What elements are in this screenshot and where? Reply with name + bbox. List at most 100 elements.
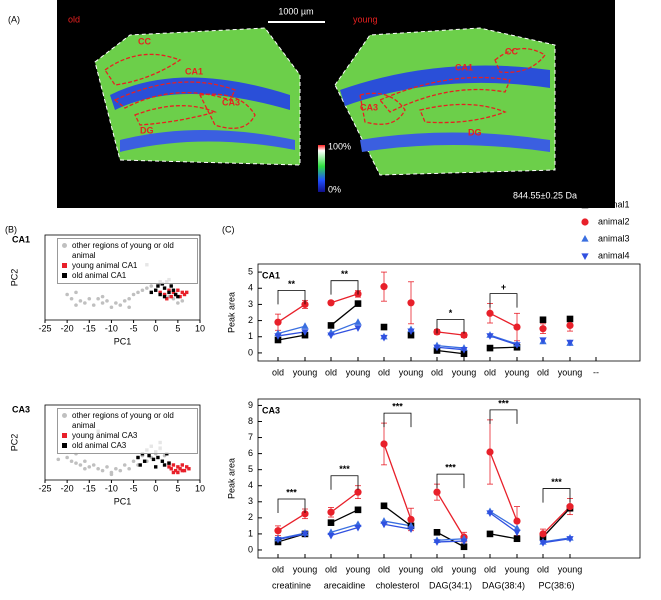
point [131,292,136,297]
bracket [436,473,465,489]
chart-title: CA3 [12,404,30,414]
point [169,294,173,299]
point [83,466,87,471]
point [327,508,335,516]
point [327,299,335,307]
point [74,290,78,295]
point [566,315,574,323]
plot-frame [44,234,201,321]
legend-marker [62,433,67,438]
y-tick-label: 9 [248,400,253,410]
point [149,284,154,288]
chart-title: CA1 [12,234,30,244]
region-label: DG [468,127,482,137]
connector [330,327,359,336]
point [74,303,78,307]
connector [383,523,412,530]
point [566,536,574,543]
legend-entry: young animal CA1 [61,261,194,271]
tissue-old [94,27,301,166]
point [169,467,173,471]
point [187,467,191,471]
point [122,299,127,303]
x-tick-label: -- [593,367,599,377]
point [486,530,494,538]
point [118,468,123,473]
point [96,466,100,471]
x-tick-label: old [484,367,496,377]
point [327,532,335,540]
point [109,472,114,477]
point [100,468,105,473]
point [151,457,156,462]
point [566,339,574,347]
point [162,286,167,290]
point [182,292,187,297]
legend-marker [581,218,589,226]
point [486,448,494,456]
panel-label: (A) [8,14,20,24]
point [513,342,521,349]
point [171,290,176,295]
point [78,463,83,467]
x-tick-label: 5 [175,483,180,493]
x-tick-label: -25 [38,483,51,493]
point [154,288,158,292]
connector [489,312,518,328]
y-tick-label: 2 [248,315,253,325]
connector [489,451,518,522]
x-tick-label: 5 [175,323,180,333]
connector [277,334,306,341]
tissue-band [360,132,550,152]
point [274,336,282,344]
plot-frame [257,263,641,362]
colorbar-min: 0% [328,184,341,194]
legend-entry: other regions of young or old animal [61,411,194,431]
point [176,301,180,305]
x-tick-label: young [293,564,318,574]
image-title: old [68,14,80,24]
point [539,530,547,538]
bracket [542,488,571,503]
bracket [277,289,306,305]
legend-label: animal2 [598,216,630,226]
x-tick-label: -15 [83,483,96,493]
point [156,284,160,288]
connector [330,523,359,533]
point [354,318,362,325]
point [105,465,109,469]
bracket [383,412,412,428]
legend-entry: old animal CA3 [61,441,194,451]
connector [330,526,359,537]
region-label: CA1 [185,66,203,76]
x-tick-label: old [272,564,284,574]
point [327,332,335,340]
connector [436,538,465,541]
point [380,502,388,510]
connector [383,505,412,527]
point [127,305,131,310]
legend-marker [62,443,67,448]
point [513,529,521,537]
point [167,461,171,465]
tissue-band [340,65,550,106]
y-tick-label: 0 [248,347,253,357]
significance-label: *** [392,401,403,411]
bracket [489,409,518,424]
point [65,455,69,460]
point [154,465,158,469]
x-axis-label: PC1 [114,336,132,346]
y-axis-label: Peak area [226,458,236,499]
y-tick-label: 2 [248,512,253,522]
x-axis-label: PC1 [114,496,132,506]
point [407,331,415,339]
connector [330,303,359,326]
connector [436,491,465,538]
point [167,290,171,295]
point [149,290,153,295]
y-tick-label: 4 [248,480,253,490]
x-tick-label: young [452,564,477,574]
point [180,299,185,303]
significance-label: *** [339,464,350,474]
point [109,305,114,310]
